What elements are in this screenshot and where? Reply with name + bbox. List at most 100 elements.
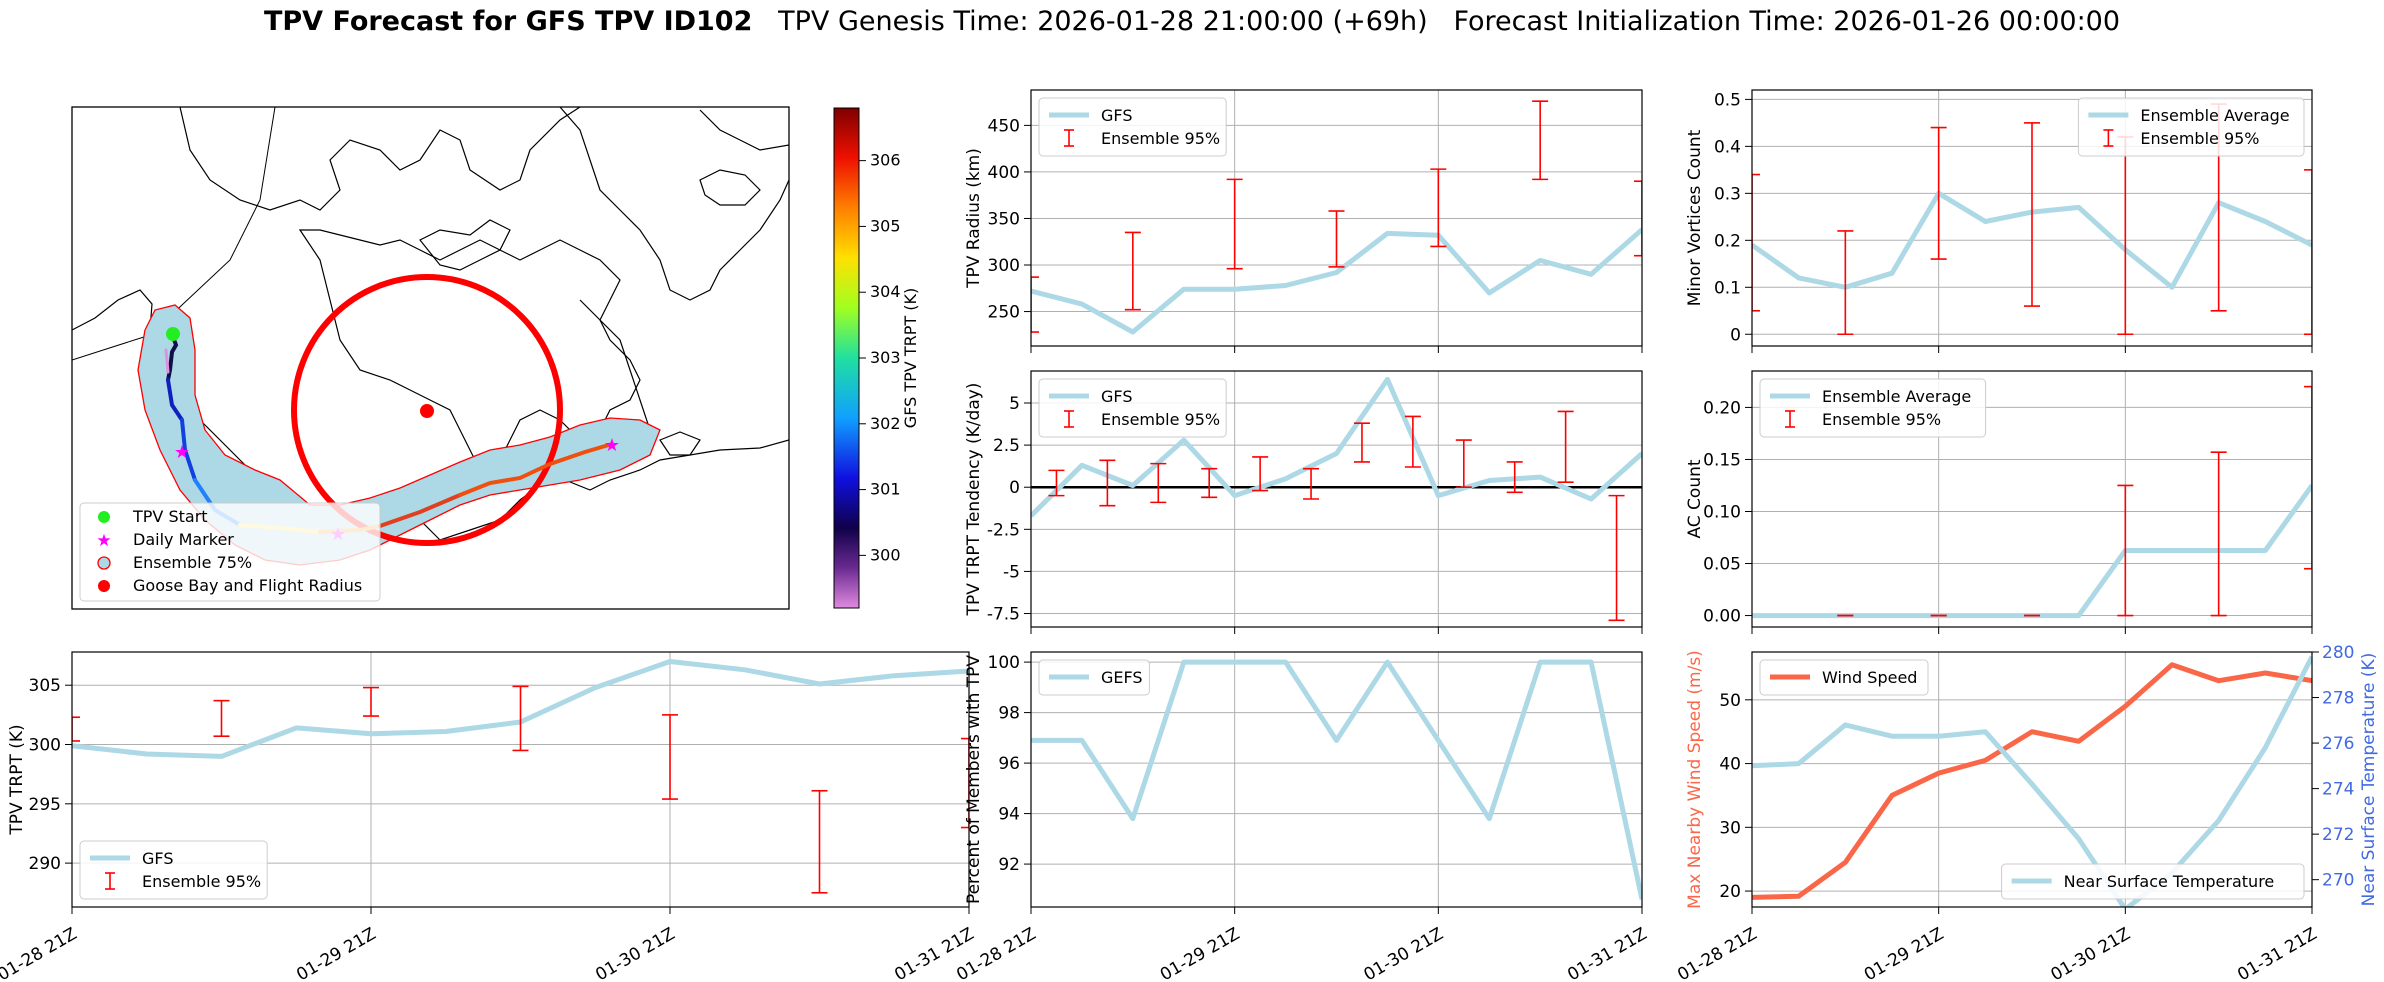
legend-label: Ensemble 95% <box>2140 129 2259 148</box>
coastline-europe <box>699 109 789 151</box>
ytick-label: 0.4 <box>1714 137 1741 157</box>
legend-start-icon <box>98 511 110 523</box>
legend-label: Ensemble 95% <box>1822 410 1941 429</box>
panel-frame <box>1751 651 2313 908</box>
ytick-label: -2.5 <box>987 520 1020 540</box>
errorbar <box>363 686 379 717</box>
xtick-label: 01-30 21Z <box>2048 924 2134 982</box>
legend: Wind Speed <box>1759 659 1929 696</box>
coastline-iceland <box>699 169 761 206</box>
legend-label: Ensemble 95% <box>142 872 261 891</box>
legend-label: Near Surface Temperature <box>2064 872 2275 891</box>
legend-errorbar-icon <box>105 872 115 890</box>
errorbar <box>1252 456 1269 492</box>
map-legend: TPV Start ★ Daily Marker Ensemble 75% Go… <box>79 502 381 602</box>
map-frame <box>71 106 790 610</box>
legend-ensemble-icon <box>97 556 111 570</box>
daily-marker: ★ <box>174 442 190 463</box>
colorbar-tick-label: 304 <box>870 282 901 301</box>
title-genesis-time: TPV Genesis Time: 2026-01-28 21:00:00 (+… <box>778 6 1428 37</box>
goose-bay-marker <box>420 404 434 418</box>
errorbar <box>72 716 80 742</box>
legend-box <box>1038 659 1150 696</box>
ytick-right-label: 272 <box>2322 825 2354 845</box>
ytick-right-label: 270 <box>2322 871 2354 891</box>
legend-errorbar-icon <box>1064 129 1074 147</box>
ytick-label: 0 <box>1009 478 1020 498</box>
panel-wind_temp: 20 30 40 50 01-28 21Z 01-29 21Z 01-30 21Z 01-31… <box>1674 643 2379 982</box>
track-segment <box>458 442 614 497</box>
panel-frame <box>1030 89 1643 347</box>
legend-ensemble-label: Ensemble 75% <box>133 553 252 572</box>
errorbar <box>1201 467 1218 499</box>
legend-star-icon: ★ <box>96 531 111 551</box>
colorbar: GFS TPV TRPT (K) 300 301 302 303 304 305 306 <box>833 107 920 609</box>
coastline-greenland <box>559 107 789 301</box>
ytick-label: 92 <box>998 855 1020 875</box>
series-line-ensemble-average <box>1752 484 2312 619</box>
ytick-label: 400 <box>988 163 1020 183</box>
ytick-label: 94 <box>998 805 1020 825</box>
legend: GFS Ensemble 95% <box>79 840 268 900</box>
ytick-label: 0.2 <box>1714 231 1741 251</box>
xtick-label: 01-31 21Z <box>1564 924 1650 982</box>
ytick-label: 250 <box>988 303 1020 323</box>
ylabel: Minor Vortices Count <box>1685 129 1705 306</box>
errorbar <box>662 714 678 800</box>
legend: Ensemble Average Ensemble 95% <box>2077 97 2305 157</box>
xtick-label: 01-30 21Z <box>592 924 678 982</box>
errorbar <box>1328 210 1345 268</box>
ytick-label: 30 <box>1719 818 1741 838</box>
ytick-label: 0.05 <box>1703 555 1741 575</box>
ytick-label: -5 <box>1003 562 1020 582</box>
legend-errorbar-icon <box>1785 410 1795 428</box>
ytick-label: -7.5 <box>987 605 1020 625</box>
errorbar <box>2024 122 2040 307</box>
colorbar-tick-label: 300 <box>870 545 901 564</box>
errorbar <box>1557 410 1574 483</box>
ytick-label: 98 <box>998 704 1020 724</box>
coastline-baffin <box>419 219 511 271</box>
errorbar <box>1099 459 1116 507</box>
legend-box <box>2001 863 2305 900</box>
legend: GFS Ensemble 95% <box>1038 97 1227 157</box>
legend-box <box>2077 97 2305 157</box>
panel-frame <box>1030 370 1643 628</box>
ytick-label: 5 <box>1009 394 1020 414</box>
legend-errorbar-icon <box>1064 410 1074 428</box>
legend-daily-label: Daily Marker <box>133 530 234 549</box>
legend: Near Surface Temperature <box>2001 863 2305 900</box>
legend-label: Ensemble 95% <box>1101 410 1220 429</box>
ytick-label: 0.15 <box>1703 450 1741 470</box>
panel-minor: 0 0.1 0.2 0.3 0.4 0.5 Minor Vortices Count Ense… <box>1685 89 2313 353</box>
ytick-right-label: 278 <box>2322 689 2354 709</box>
errorbar <box>1048 469 1065 497</box>
xtick-label: 01-29 21Z <box>1861 924 1947 982</box>
ytick-label: 2.5 <box>993 436 1020 456</box>
xtick-label: 01-28 21Z <box>1674 924 1760 982</box>
map-panel: ★ ★ ★ TPV Start ★ Daily Marker Ensemble … <box>71 106 920 610</box>
errorbar <box>1124 231 1141 311</box>
track-segment <box>166 332 179 382</box>
colorbar-tick-label: 306 <box>870 151 901 170</box>
ytick-label: 0.20 <box>1703 398 1741 418</box>
legend: Ensemble Average Ensemble 95% <box>1759 378 1987 438</box>
xtick-label: 01-30 21Z <box>1361 924 1447 982</box>
errorbar <box>1752 173 1760 312</box>
legend-label: GFS <box>1101 106 1132 125</box>
track-segment <box>166 378 184 422</box>
ytick-label: 305 <box>29 676 61 696</box>
goose-bay-flight-radius <box>291 274 563 546</box>
legend-label: GFS <box>142 849 173 868</box>
coastline-hudson-bay <box>298 229 641 471</box>
plot-area <box>1031 376 1642 622</box>
ytick-right-label: 274 <box>2322 780 2354 800</box>
errorbar <box>1506 461 1523 494</box>
legend-box <box>1759 378 1987 438</box>
panel-frame <box>1030 651 1643 908</box>
legend-goose-label: Goose Bay and Flight Radius <box>133 576 362 595</box>
errorbar <box>961 737 969 829</box>
errorbar <box>2304 169 2312 336</box>
